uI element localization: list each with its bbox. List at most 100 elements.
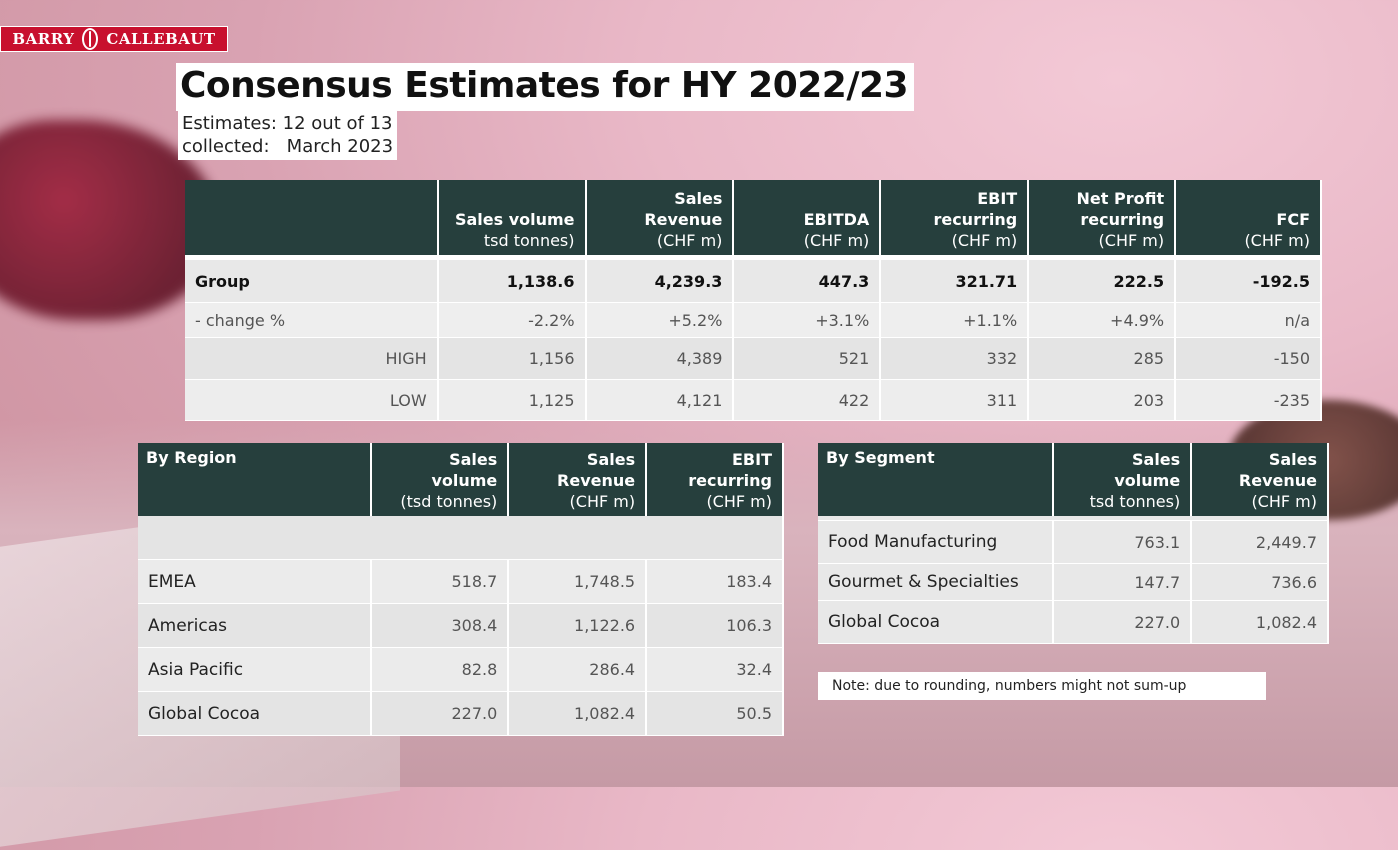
cocoa-bean-icon <box>82 28 99 50</box>
table-cell: 286.4 <box>508 647 648 692</box>
table-cell: 1,082.4 <box>508 691 648 736</box>
barry-callebaut-logo: BARRY CALLEBAUT <box>0 26 228 52</box>
table-cell: 521 <box>733 337 882 380</box>
logo-text-left: BARRY <box>12 30 75 48</box>
table-cell: 1,082.4 <box>1191 600 1329 644</box>
table-cell: 736.6 <box>1191 563 1329 601</box>
table-cell: 4,121 <box>585 379 735 421</box>
table-cell: 321.71 <box>880 259 1030 303</box>
table-cell: 1,138.6 <box>437 259 587 303</box>
table-cell: +1.1% <box>880 302 1030 338</box>
table-row: - change % -2.2% +5.2% +3.1% +1.1% +4.9% n/a <box>185 302 1322 338</box>
table-row: LOW 1,125 4,121 422 311 203 -235 <box>185 379 1322 421</box>
estimates-count: Estimates: 12 out of 13 <box>182 113 393 134</box>
row-label: Gourmet & Specialties <box>818 563 1055 601</box>
main-table-header-0 <box>185 180 439 255</box>
by-segment-table: By Segment Sales volume tsd tonnes) Sales R… <box>818 443 1329 644</box>
by-region-table: By Region Sales volume (tsd tonnes) Sales R… <box>138 443 784 736</box>
header-title: Sales Revenue <box>557 450 636 490</box>
header-unit: tsd tonnes) <box>483 231 575 250</box>
row-label: HIGH <box>185 337 439 380</box>
header-unit: (CHF m) <box>1244 231 1310 250</box>
table-cell: 311 <box>880 379 1030 421</box>
table-cell: 32.4 <box>646 647 784 692</box>
table-cell: 763.1 <box>1053 520 1193 564</box>
header-unit: (CHF m) <box>1251 492 1317 511</box>
main-table-header-6: FCF (CHF m) <box>1175 180 1322 255</box>
header-title: Sales volume <box>454 210 575 229</box>
table-row: HIGH 1,156 4,389 521 332 285 -150 <box>185 337 1322 380</box>
table-cell: n/a <box>1175 302 1322 338</box>
segment-table-header-row: By Segment Sales volume tsd tonnes) Sales R… <box>818 443 1329 516</box>
header-title: EBIT recurring <box>933 189 1018 229</box>
table-cell: 518.7 <box>371 559 510 604</box>
table-row: Asia Pacific 82.8 286.4 32.4 <box>138 647 784 692</box>
table-cell: 1,156 <box>437 337 587 380</box>
header-title: Sales Revenue <box>1238 450 1317 490</box>
row-label: Global Cocoa <box>818 600 1055 644</box>
table-cell: 1,125 <box>437 379 587 421</box>
header-unit: tsd tonnes) <box>1089 492 1181 511</box>
table-cell: 50.5 <box>646 691 784 736</box>
table-row: Americas 308.4 1,122.6 106.3 <box>138 603 784 648</box>
table-cell: +3.1% <box>733 302 882 338</box>
table-row: Gourmet & Specialties 147.7 736.6 <box>818 563 1329 601</box>
main-table-body: Group 1,138.6 4,239.3 447.3 321.71 222.5 -192.… <box>185 255 1322 421</box>
main-table-header-5: Net Profit recurring (CHF m) <box>1028 180 1177 255</box>
row-label: Food Manufacturing <box>818 520 1055 564</box>
main-table-header-4: EBIT recurring (CHF m) <box>880 180 1030 255</box>
table-cell: 422 <box>733 379 882 421</box>
header-unit: (CHF m) <box>569 492 636 511</box>
header-title: Sales volume <box>431 450 498 490</box>
header-title: By Segment <box>826 448 935 467</box>
table-cell: 332 <box>880 337 1030 380</box>
table-cell: -235 <box>1175 379 1322 421</box>
row-label: - change % <box>185 302 439 338</box>
table-cell: 4,239.3 <box>585 259 735 303</box>
region-table-header-row: By Region Sales volume (tsd tonnes) Sales R… <box>138 443 784 516</box>
table-row: EMEA 518.7 1,748.5 183.4 <box>138 559 784 604</box>
table-cell: 285 <box>1028 337 1177 380</box>
segment-table-header-2: Sales Revenue (CHF m) <box>1191 443 1329 516</box>
segment-table-body: Food Manufacturing 763.1 2,449.7 Gourmet & … <box>818 516 1329 644</box>
header-title: EBIT recurring <box>688 450 772 490</box>
region-table-header-3: EBIT recurring (CHF m) <box>646 443 784 516</box>
row-label: Group <box>185 259 439 303</box>
segment-table-header-1: Sales volume tsd tonnes) <box>1053 443 1193 516</box>
region-table-header-2: Sales Revenue (CHF m) <box>508 443 648 516</box>
header-unit: (CHF m) <box>951 231 1018 250</box>
table-cell: 1,748.5 <box>508 559 648 604</box>
collected-date: collected: March 2023 <box>182 136 394 157</box>
table-cell: +4.9% <box>1028 302 1177 338</box>
table-cell: 183.4 <box>646 559 784 604</box>
table-cell: 227.0 <box>1053 600 1193 644</box>
header-unit: (CHF m) <box>706 492 772 511</box>
main-table-header-row: Sales volume tsd tonnes) Sales Revenue (CHF… <box>185 180 1322 255</box>
table-row: Group 1,138.6 4,239.3 447.3 321.71 222.5 -192.… <box>185 259 1322 303</box>
table-cell: 1,122.6 <box>508 603 648 648</box>
page-title: Consensus Estimates for HY 2022/23 <box>176 63 915 111</box>
region-table-header-1: Sales volume (tsd tonnes) <box>371 443 510 516</box>
table-cell: 4,389 <box>585 337 735 380</box>
header-title: EBITDA <box>803 210 870 229</box>
table-cell: -150 <box>1175 337 1322 380</box>
table-cell: 222.5 <box>1028 259 1177 303</box>
table-cell: 308.4 <box>371 603 510 648</box>
row-label: Americas <box>138 603 373 648</box>
table-row: Global Cocoa 227.0 1,082.4 <box>818 600 1329 644</box>
table-row: Food Manufacturing 763.1 2,449.7 <box>818 520 1329 564</box>
table-cell: +5.2% <box>585 302 735 338</box>
main-table-header-2: Sales Revenue (CHF m) <box>585 180 735 255</box>
table-row: Global Cocoa 227.0 1,082.4 50.5 <box>138 691 784 736</box>
rounding-note: Note: due to rounding, numbers might not… <box>818 672 1266 700</box>
table-cell: 227.0 <box>371 691 510 736</box>
main-table-header-3: EBITDA (CHF m) <box>733 180 882 255</box>
logo-text-right: CALLEBAUT <box>106 30 216 48</box>
header-unit: (CHF m) <box>656 231 723 250</box>
table-cell: 82.8 <box>371 647 510 692</box>
table-cell: 106.3 <box>646 603 784 648</box>
segment-table-header-0: By Segment <box>818 443 1055 516</box>
table-cell: 447.3 <box>733 259 882 303</box>
header-unit: (tsd tonnes) <box>400 492 498 511</box>
row-label: EMEA <box>138 559 373 604</box>
